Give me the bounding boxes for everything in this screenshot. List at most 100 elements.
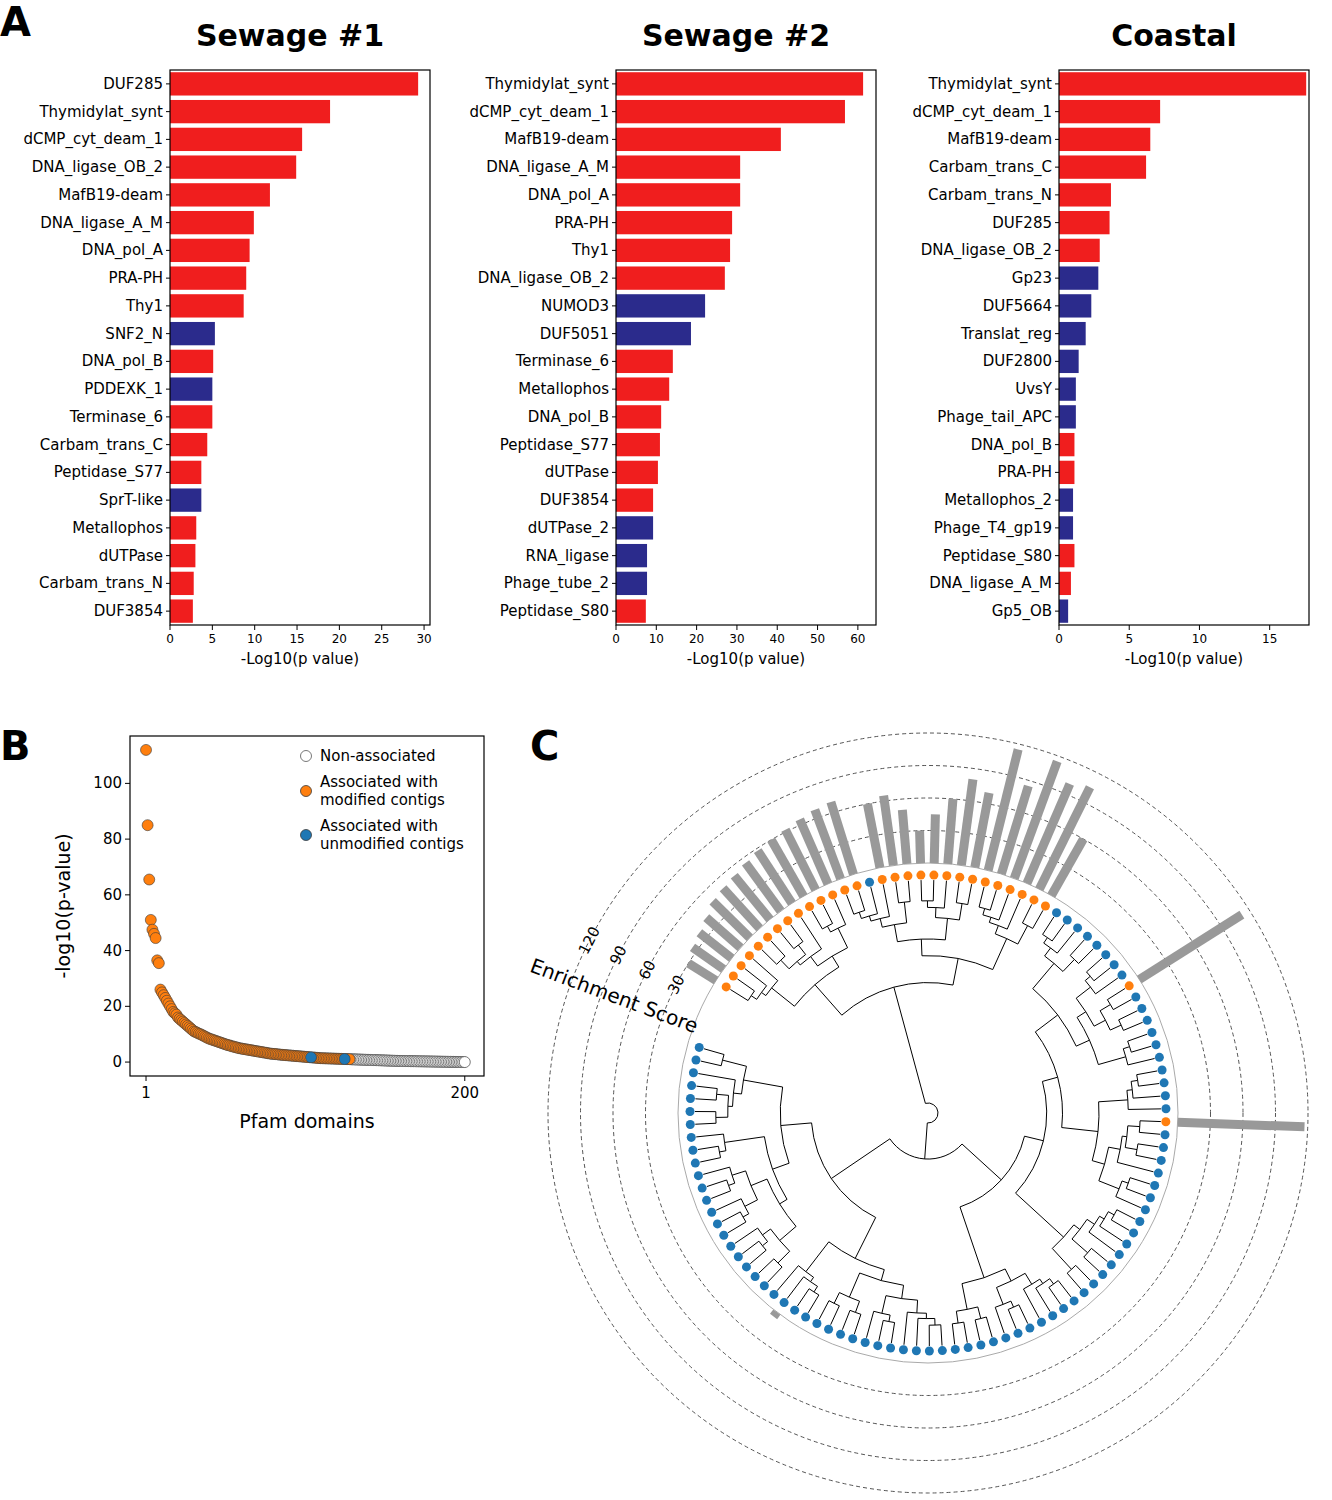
legend-label: Associated withunmodified contigs [320, 817, 464, 853]
branch [1094, 968, 1110, 981]
branch-arc [789, 955, 806, 969]
branch [751, 996, 757, 1000]
leaf [769, 1290, 778, 1299]
branch [968, 884, 972, 904]
bars [170, 72, 418, 623]
branch [728, 1106, 733, 1107]
branch [719, 1151, 725, 1152]
branch [722, 1212, 740, 1222]
leaf [745, 951, 754, 960]
tick-label: 30 [664, 972, 689, 997]
bar [616, 155, 740, 178]
enrichment-bar [1178, 1122, 1305, 1127]
category-label: DUF5664 [983, 297, 1052, 315]
branch [921, 880, 923, 901]
branch [1033, 963, 1054, 988]
branch [1057, 932, 1074, 953]
branch [1098, 1057, 1125, 1065]
category-label: Peptidase_S77 [54, 463, 163, 482]
branch [1137, 1071, 1157, 1075]
leaf [737, 961, 746, 970]
y-tick-label: 40 [103, 942, 122, 960]
x-tick-label: 20 [689, 632, 704, 646]
branch [883, 884, 889, 916]
leaf [801, 1313, 810, 1322]
x-tick [1129, 625, 1130, 630]
leaf [903, 871, 912, 880]
branch [835, 899, 846, 924]
branch [1076, 1040, 1089, 1046]
bar [170, 572, 194, 595]
branch [695, 1111, 716, 1112]
leaf [760, 1281, 769, 1290]
branch [735, 1228, 758, 1243]
leaf [886, 1344, 895, 1353]
category-label: DUF2800 [983, 352, 1052, 370]
page: DUF285Thymidylat_syntdCMP_cyt_deam_1DNA_… [0, 0, 1332, 1500]
leaf [1161, 1104, 1170, 1113]
branch [1126, 1189, 1145, 1196]
bar [616, 239, 730, 262]
bar [616, 433, 660, 456]
branch [798, 945, 805, 954]
category-label: DUF3854 [540, 491, 609, 509]
branch [1100, 1226, 1123, 1241]
branch [1117, 1210, 1136, 1219]
scatter-chart: 0204060801001200Pfam domains-log10(p-val… [52, 736, 484, 1132]
branch [1086, 958, 1102, 972]
category-label: dCMP_cyt_deam_1 [23, 130, 163, 149]
branch [762, 950, 777, 965]
category-label: MafB19-deam [504, 130, 609, 148]
leaf [1115, 1250, 1124, 1259]
bar [616, 405, 661, 428]
x-tick [297, 625, 298, 630]
category-label: Carbam_trans_N [39, 574, 163, 593]
bar [1059, 377, 1076, 400]
branch [944, 881, 946, 908]
leaf [1129, 1228, 1138, 1237]
leaf [1161, 1091, 1170, 1100]
branch [1036, 1288, 1050, 1311]
branch [1091, 1248, 1107, 1261]
bar [170, 322, 215, 345]
branch [716, 1199, 741, 1210]
category-label: DNA_ligase_A_M [486, 158, 609, 177]
branch [773, 1163, 790, 1169]
category-label: PRA-PH [997, 463, 1052, 481]
x-tick [736, 625, 737, 630]
legend-label: Non-associated [320, 747, 436, 765]
leaf [1063, 916, 1072, 925]
branch [745, 969, 767, 986]
leaf [912, 1346, 921, 1355]
branch [1125, 1148, 1137, 1150]
branch [995, 926, 998, 934]
leaf [993, 881, 1002, 890]
tick-label: 60 [635, 957, 660, 982]
branch-arc [757, 986, 767, 1000]
branch [700, 1158, 720, 1162]
point [141, 744, 152, 755]
leaf [1083, 932, 1092, 941]
branch [791, 925, 803, 942]
branch [819, 1301, 829, 1319]
plot-frame [616, 70, 876, 625]
tick-label: 120 [575, 924, 604, 958]
x-axis-label: -Log10(p value) [687, 650, 805, 668]
category-label: SNF2_N [105, 325, 163, 344]
branch [1117, 1162, 1153, 1171]
branch [879, 1320, 883, 1340]
leaf [694, 1171, 703, 1180]
branch [935, 908, 936, 918]
x-tick-label: 15 [1262, 632, 1277, 646]
branch [916, 1300, 918, 1313]
leaf [713, 1219, 722, 1228]
leaf [729, 972, 738, 981]
branch [945, 918, 947, 939]
bar [170, 350, 213, 373]
bar [616, 183, 740, 206]
plot-frame [170, 70, 430, 625]
point [306, 1052, 317, 1063]
x-tick-label: 5 [209, 632, 217, 646]
branch [701, 1061, 721, 1066]
leaf [702, 1196, 711, 1205]
